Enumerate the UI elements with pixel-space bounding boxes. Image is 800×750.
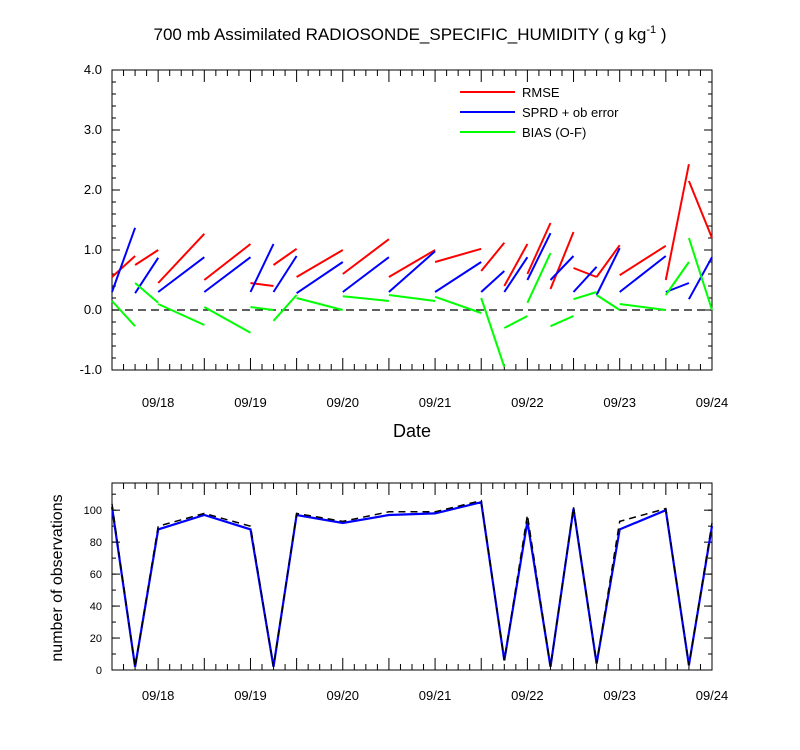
series-sprd-ob-error-segment xyxy=(434,261,482,293)
series-sprd-ob-error-segment xyxy=(480,270,505,293)
series-rmse-segment xyxy=(619,244,667,277)
legend-label: SPRD + ob error xyxy=(522,105,619,120)
series-rmse-segment xyxy=(687,180,713,239)
series-rmse-segment xyxy=(664,164,690,281)
x-tick-label: 09/18 xyxy=(142,688,175,703)
y-tick-label: 20 xyxy=(90,633,102,645)
series-bias-o-f-segment xyxy=(526,252,552,304)
series-bias-o-f-segment xyxy=(203,306,251,334)
top-chart: 09/18 09/19 09/20 09/21 09/22 09/23 09/24 -1.0 0… xyxy=(80,62,729,410)
series-rmse-segment xyxy=(111,255,136,278)
x-tick-label: 09/24 xyxy=(696,395,729,410)
series-rmse-segment xyxy=(203,243,252,281)
x-tick-label: 09/18 xyxy=(142,395,175,410)
x-tick-label: 09/21 xyxy=(419,395,452,410)
bottom-chart: 09/18 09/19 09/20 09/21 09/22 09/23 09/24 0 20 40… xyxy=(84,482,729,703)
x-tick-label: 09/22 xyxy=(511,688,544,703)
series-sprd-ob-error-segment xyxy=(342,256,390,293)
y-tick-label: 4.0 xyxy=(84,62,102,77)
series-bias-o-f-segment xyxy=(550,315,574,328)
series-rmse-segment xyxy=(526,222,552,275)
x-axis-label: Date xyxy=(393,421,431,441)
series-rmse-segment xyxy=(157,233,206,284)
x-tick-label: 09/23 xyxy=(603,688,636,703)
series-bias-o-f-segment xyxy=(687,237,713,311)
series-bias-o-f-segment xyxy=(134,282,159,304)
y-tick-label: 0 xyxy=(96,665,102,677)
series-bias-o-f-segment xyxy=(272,294,298,322)
series-bias-o-f-segment xyxy=(388,294,436,302)
title-text: 700 mb Assimilated RADIOSONDE_SPECIFIC_H… xyxy=(153,25,599,44)
series-sprd-ob-error-segment xyxy=(203,256,252,293)
series-rmse-segment xyxy=(480,242,506,272)
y-tick-label: 60 xyxy=(90,569,102,581)
y-axis-label-bottom: number of observations xyxy=(49,494,66,661)
title-units-exponent: -1 xyxy=(646,24,656,36)
series-rmse-segment xyxy=(296,249,344,278)
x-tick-label: 09/19 xyxy=(234,688,267,703)
x-tick-label: 09/20 xyxy=(326,688,359,703)
title-units-close: ) xyxy=(656,25,666,44)
series-sprd-ob-error-segment xyxy=(157,256,205,293)
series-sprd-ob-error-segment xyxy=(296,261,344,295)
series-bias-o-f-segment xyxy=(480,297,506,368)
x-tick-label: 09/21 xyxy=(419,688,452,703)
x-tick-label: 09/24 xyxy=(696,688,729,703)
series-bias-o-f-segment xyxy=(503,315,528,329)
series-rmse-segment xyxy=(272,247,298,266)
series-sprd-ob-error-segment xyxy=(595,247,621,296)
series-bias-o-f-segment xyxy=(434,295,482,314)
series-bias-o-f-segment xyxy=(664,261,690,296)
series-rmse-segment xyxy=(595,244,621,278)
y-tick-label: 3.0 xyxy=(84,122,102,137)
series-sprd-ob-error-segment xyxy=(549,255,575,281)
series-bias-o-f-segment xyxy=(342,295,390,302)
y-tick-label: 0.0 xyxy=(84,302,102,317)
y-tick-label: 1.0 xyxy=(84,242,102,257)
series-bias-o-f-segment xyxy=(111,300,136,327)
series-sprd-ob-error-segment xyxy=(272,255,298,293)
y-tick-label: -1.0 xyxy=(80,362,102,377)
series-bias-o-f-segment xyxy=(296,297,344,311)
legend-label: BIAS (O-F) xyxy=(522,125,586,140)
series-sprd-ob-error-segment xyxy=(572,266,598,293)
series-bias-o-f-segment xyxy=(250,306,274,311)
series-sprd-ob-error-segment xyxy=(503,256,529,293)
series-bias-o-f-segment xyxy=(619,303,666,311)
series-bias-o-f-segment xyxy=(157,303,205,326)
series-sprd-ob-error-segment xyxy=(249,243,275,293)
x-tick-label: 09/19 xyxy=(234,395,267,410)
series-observations-assimilated xyxy=(110,500,714,667)
series-sprd-ob-error-segment xyxy=(526,232,552,281)
x-tick-label: 09/20 xyxy=(326,395,359,410)
series-rmse-segment xyxy=(549,231,575,290)
y-tick-label: 100 xyxy=(84,505,102,517)
y-tick-label: 2.0 xyxy=(84,182,102,197)
title-units: ( g kg xyxy=(604,25,647,44)
series-sprd-ob-error-segment xyxy=(388,250,436,293)
x-tick-label: 09/22 xyxy=(511,395,544,410)
x-tick-label: 09/23 xyxy=(603,395,636,410)
series-observations-possible xyxy=(111,499,713,667)
series-rmse-segment xyxy=(434,247,482,263)
chart-title: 700 mb Assimilated RADIOSONDE_SPECIFIC_H… xyxy=(153,24,666,44)
series-sprd-ob-error-segment xyxy=(619,255,667,293)
series-rmse-segment xyxy=(134,249,159,266)
series-sprd-ob-error-segment xyxy=(688,256,713,300)
y-tick-label: 40 xyxy=(90,601,102,613)
series-rmse-segment xyxy=(388,249,436,278)
series-bias-o-f-segment xyxy=(573,291,597,301)
series-rmse-segment xyxy=(342,238,390,275)
series-bias-o-f-segment xyxy=(596,294,621,311)
series-rmse-segment xyxy=(573,267,597,278)
legend-label: RMSE xyxy=(522,85,560,100)
series-sprd-ob-error-segment xyxy=(111,227,137,293)
series-rmse-segment xyxy=(503,243,529,287)
y-tick-label: 80 xyxy=(90,537,102,549)
